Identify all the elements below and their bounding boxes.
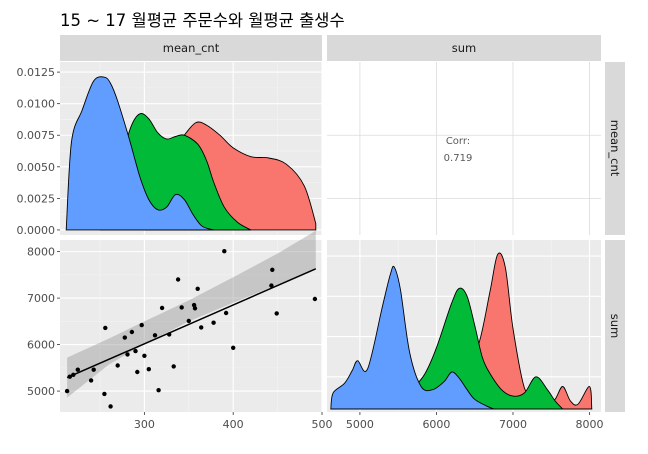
- density-area-sum-green: [375, 287, 564, 410]
- scatter-point: [142, 353, 147, 358]
- scatter-point: [231, 345, 236, 350]
- column-strip-mean-cnt: [60, 35, 322, 61]
- x-tick-label-density-sum: 8000: [576, 418, 604, 431]
- row-strip-label-mean-cnt: mean_cnt: [608, 120, 622, 177]
- x-tick-label-density-sum: 6000: [422, 418, 450, 431]
- y-tick-label-scatter: 7000: [27, 292, 55, 305]
- scatter-point: [274, 311, 279, 316]
- scatter-point: [223, 310, 229, 316]
- y-tick-label-density-mean-cnt: 0.0050: [17, 161, 56, 174]
- correlation-label: Corr:: [446, 136, 470, 147]
- scatter-point: [199, 325, 204, 330]
- regression-line: [66, 268, 317, 379]
- marks-layer: [64, 76, 593, 410]
- scatter-point: [135, 369, 140, 375]
- scatter-point: [67, 374, 73, 379]
- row-strip-label-sum: sum: [608, 314, 622, 338]
- panel-scatter: [60, 240, 322, 412]
- x-tick-label-scatter: 300: [134, 418, 155, 431]
- y-tick-label-scatter: 6000: [27, 339, 55, 352]
- scatter-point: [269, 283, 274, 288]
- scatter-point: [64, 388, 70, 394]
- scatter-point: [91, 367, 96, 372]
- scatter-point: [71, 372, 76, 377]
- y-tick-label-density-mean-cnt: 0.0025: [17, 192, 56, 205]
- scatter-point: [159, 305, 165, 311]
- y-tick-label-density-mean-cnt: 0.0000: [17, 224, 56, 237]
- scatter-point: [186, 318, 191, 324]
- scatter-point: [75, 367, 81, 372]
- correlation-value: 0.719: [444, 153, 473, 164]
- density-area-mean-cnt-blue: [65, 76, 214, 231]
- density-area-sum-blue: [330, 265, 494, 410]
- y-tick-label-density-mean-cnt: 0.0125: [17, 66, 56, 79]
- column-strip-sum: [327, 35, 601, 61]
- grid-layer: [60, 62, 601, 412]
- scatter-point: [129, 329, 135, 335]
- scatter-point: [139, 322, 144, 328]
- y-tick-label-density-mean-cnt: 0.0075: [17, 129, 56, 142]
- scatter-point: [133, 348, 138, 354]
- x-tick-label-density-sum: 5000: [346, 418, 374, 431]
- scatter-point: [195, 286, 200, 291]
- panel-correlation: [327, 62, 601, 235]
- scatter-point: [179, 305, 184, 310]
- scatter-point: [312, 296, 318, 302]
- x-tick-label-density-sum: 7000: [499, 418, 527, 431]
- axis-layer: 0.00000.00250.00500.00750.01000.01255000…: [17, 66, 604, 431]
- scatter-point: [270, 267, 275, 272]
- column-strip-label-sum: sum: [452, 41, 476, 55]
- scatter-point: [171, 364, 176, 369]
- x-tick-label-scatter: 500: [312, 418, 333, 431]
- figure-title: 15 ~ 17 월평균 주문수와 월평균 출생수: [60, 11, 345, 30]
- scatter-point: [125, 352, 130, 357]
- scatter-point: [167, 332, 172, 337]
- scatter-point: [156, 388, 161, 393]
- y-tick-label-density-mean-cnt: 0.0100: [17, 98, 56, 111]
- y-tick-label-scatter: 8000: [27, 246, 55, 259]
- column-strip-label-mean-cnt: mean_cnt: [163, 41, 220, 55]
- row-strip-mean-cnt: [605, 62, 625, 235]
- confidence-band: [67, 230, 316, 398]
- scatter-point: [175, 277, 181, 282]
- scatter-point: [211, 320, 216, 325]
- scatter-point: [103, 325, 108, 331]
- scatter-point: [122, 335, 128, 340]
- row-strip-sum: [605, 240, 625, 412]
- scatter-point: [88, 378, 94, 383]
- scatter-point: [222, 249, 227, 254]
- scatter-point: [102, 391, 107, 397]
- scatter-point: [192, 306, 198, 311]
- y-tick-label-scatter: 5000: [27, 385, 55, 398]
- scatter-point: [115, 363, 120, 368]
- x-tick-label-scatter: 400: [223, 418, 244, 431]
- scatter-point: [152, 333, 158, 338]
- scatter-point: [108, 404, 113, 409]
- scatter-point: [146, 367, 151, 372]
